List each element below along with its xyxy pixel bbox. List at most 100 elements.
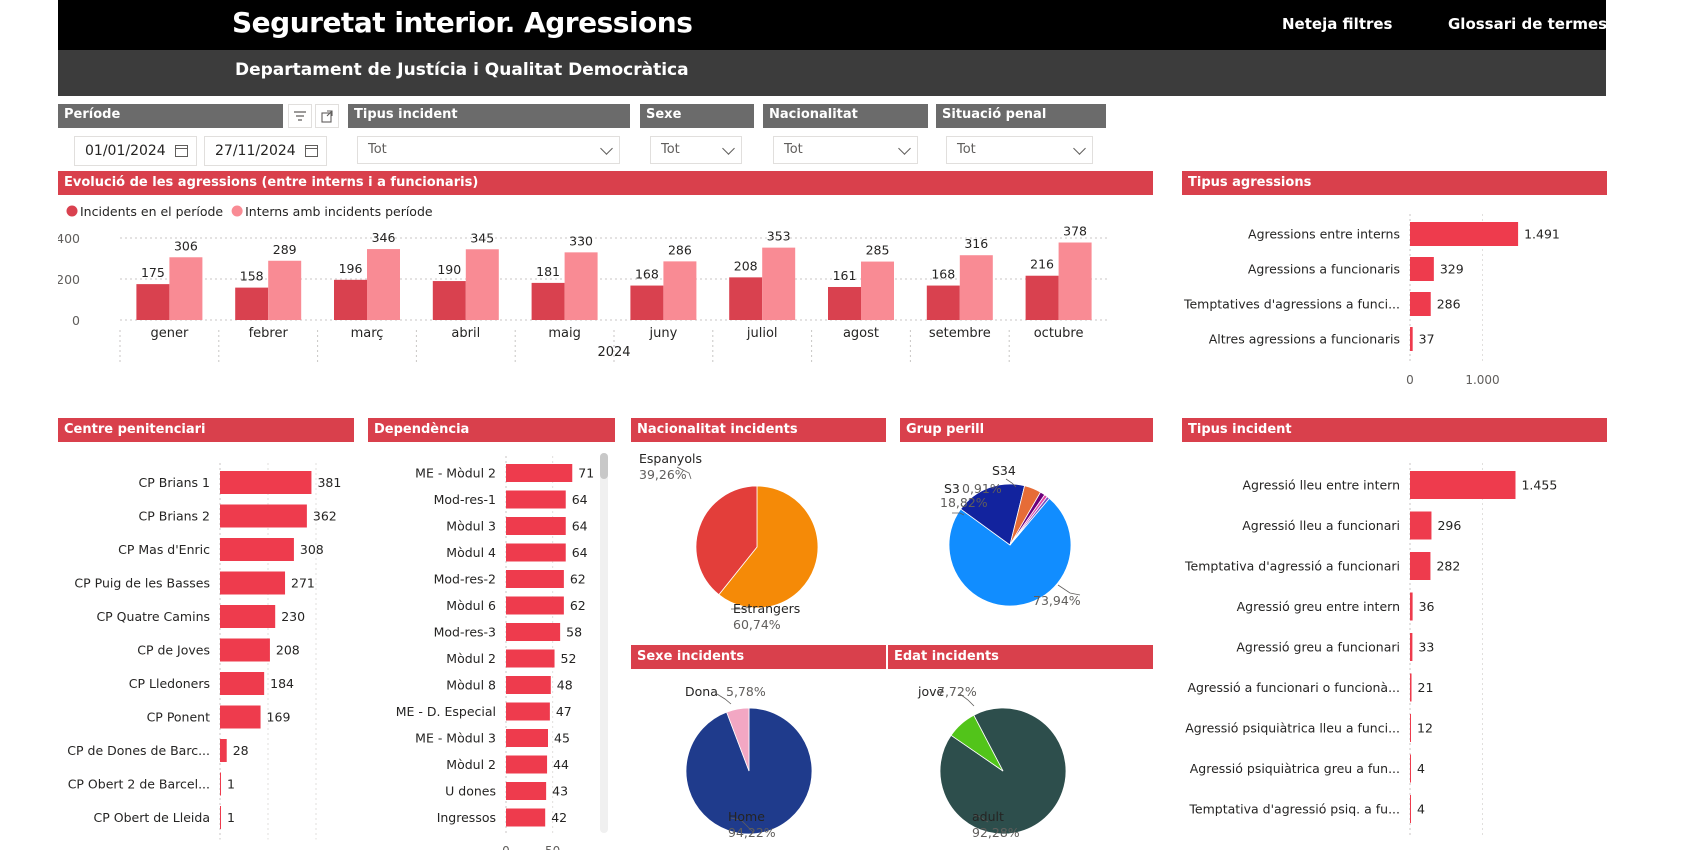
x-tick-label: febrer: [249, 326, 289, 341]
clear-filters-button[interactable]: Neteja filtres: [1282, 15, 1393, 33]
data-label: 1.491: [1524, 227, 1560, 242]
bar: [220, 571, 286, 595]
period-from-value: 01/01/2024: [85, 143, 166, 159]
bar-inmates: [169, 257, 203, 320]
data-label: 4: [1417, 802, 1425, 817]
dependency-chart: 0 50 ME - Mòdul 2 71 Mod-res-1 64 Mòdul 3 64 Mòd…: [396, 456, 594, 850]
data-label: 58: [566, 625, 582, 640]
data-label: 36: [1419, 599, 1435, 614]
dependency-panel-title: Dependència: [368, 418, 615, 442]
bar: [506, 808, 546, 827]
data-label: 64: [572, 492, 588, 507]
period-slicer-header: Període: [58, 104, 283, 128]
data-label: 37: [1419, 332, 1435, 347]
data-label: 158: [240, 269, 264, 284]
leader-line: [730, 817, 754, 833]
category-label: Mòdul 2: [446, 757, 496, 772]
legend-label: Incidents en el període: [80, 204, 223, 219]
calendar-icon[interactable]: [305, 145, 318, 157]
bar: [220, 538, 294, 561]
slice-label: Estrangers: [733, 601, 800, 616]
category-label: Agressió a funcionari o funcionà...: [1187, 680, 1400, 695]
bar-incidents: [432, 281, 466, 320]
data-label: 308: [300, 542, 324, 557]
incident-type-dropdown[interactable]: Tot: [357, 136, 620, 164]
slice-label: S3: [944, 481, 960, 496]
nationality-dropdown[interactable]: Tot: [773, 136, 918, 164]
data-label: 282: [1436, 559, 1460, 574]
filter-icon[interactable]: [288, 104, 312, 128]
slice-value: 5,78%: [726, 684, 766, 699]
y-tick-label: 200: [58, 272, 80, 287]
data-label: 1: [227, 777, 235, 792]
pie-slice: [950, 714, 1004, 772]
period-from-date[interactable]: 01/01/2024: [74, 136, 197, 166]
glossary-button[interactable]: Glossari de termes: [1448, 15, 1608, 33]
data-label: 271: [291, 576, 315, 591]
period-to-value: 27/11/2024: [215, 143, 296, 159]
pie-slice: [695, 485, 758, 596]
focus-mode-icon[interactable]: [315, 104, 339, 128]
data-label: 184: [270, 676, 294, 691]
dependency-scrollbar[interactable]: [600, 453, 608, 833]
data-label: 64: [572, 519, 588, 534]
slice-value: 7,72%: [937, 684, 977, 699]
data-label: 42: [551, 810, 567, 825]
data-label: 230: [281, 609, 305, 624]
period-to-date[interactable]: 27/11/2024: [204, 136, 327, 166]
calendar-icon[interactable]: [175, 145, 188, 157]
leader-line: [952, 512, 965, 516]
data-label: 52: [561, 651, 577, 666]
scrollbar-thumb[interactable]: [600, 453, 608, 479]
data-label: 353: [767, 229, 791, 244]
bar-incidents: [1025, 275, 1059, 320]
category-label: ME - D. Especial: [396, 704, 496, 719]
bar-incidents: [926, 285, 960, 320]
bar: [506, 490, 566, 509]
x-tick-label: octubre: [1034, 326, 1084, 341]
bar: [1410, 754, 1411, 783]
legend-label: Interns amb incidents període: [245, 204, 433, 219]
category-label: Mòdul 8: [446, 678, 496, 693]
x-tick-label: març: [351, 326, 384, 341]
leader-line: [731, 606, 752, 610]
data-label: 378: [1063, 224, 1087, 239]
bar: [1410, 552, 1431, 580]
bar-inmates: [268, 260, 302, 320]
bar: [506, 702, 550, 721]
slice-value: 92,28%: [972, 825, 1020, 840]
bar: [506, 543, 566, 562]
category-label: Mod-res-1: [434, 492, 496, 507]
data-label: 1: [227, 810, 235, 825]
leader-line: [716, 693, 732, 705]
slice-label: Home: [728, 809, 765, 824]
category-label: Altres agressions a funcionaris: [1209, 332, 1400, 347]
incident-type-slicer-header: Tipus incident: [348, 104, 630, 128]
penal-slicer-header: Situació penal: [936, 104, 1106, 128]
category-label: Agressió lleu entre intern: [1242, 478, 1400, 493]
data-label: 345: [470, 230, 494, 245]
category-label: Agressió greu a funcionari: [1236, 640, 1400, 655]
category-label: Mòdul 3: [446, 519, 496, 534]
pie-slice: [718, 485, 819, 609]
data-label: 330: [569, 233, 593, 248]
bar-incidents: [136, 284, 170, 320]
sex-dropdown[interactable]: Tot: [650, 136, 742, 164]
dropdown-value: Tot: [661, 142, 680, 157]
bar: [1410, 471, 1516, 499]
bar-incidents: [729, 277, 763, 320]
bar: [220, 504, 307, 528]
penal-dropdown[interactable]: Tot: [946, 136, 1093, 164]
bar: [220, 806, 221, 829]
category-label: CP Obert 2 de Barcel...: [68, 777, 210, 792]
category-label: Agressions entre interns: [1248, 227, 1400, 242]
bar: [506, 517, 566, 535]
category-label: Mod-res-3: [434, 625, 496, 640]
data-label: 28: [233, 743, 249, 758]
category-label: CP Brians 2: [139, 509, 210, 524]
danger-group-panel-title: Grup perill: [900, 418, 1153, 442]
header-bar: [58, 0, 1606, 50]
incident-type-panel-title: Tipus incident: [1182, 418, 1607, 442]
